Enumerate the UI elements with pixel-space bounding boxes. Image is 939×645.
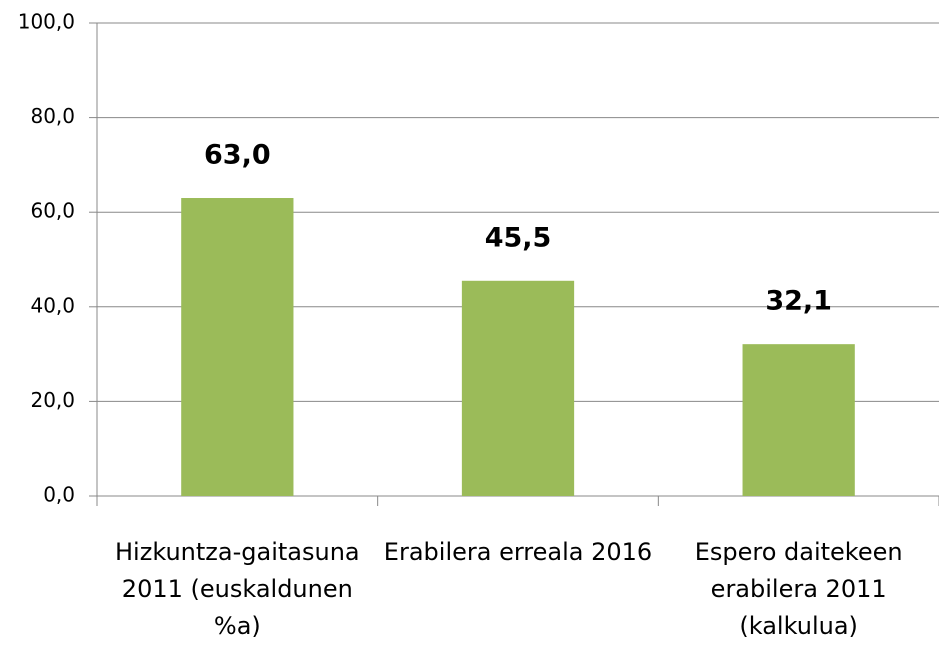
y-tick-label: 0,0	[43, 483, 75, 507]
y-tick-label: 60,0	[30, 199, 75, 223]
bar	[742, 344, 855, 496]
data-label: 63,0	[204, 140, 271, 171]
y-tick-label: 20,0	[30, 388, 75, 412]
x-tick-label: Hizkuntza-gaitasuna 2011 (euskaldunen %a…	[115, 538, 360, 640]
bar	[461, 280, 575, 496]
y-tick-label: 100,0	[18, 10, 75, 34]
y-tick-label: 80,0	[30, 104, 75, 128]
y-tick-label: 40,0	[30, 293, 75, 317]
x-tick-label: Espero daitekeen erabilera 2011 (kalkulu…	[694, 538, 903, 640]
data-label: 32,1	[765, 286, 832, 317]
data-label: 45,5	[485, 222, 552, 253]
x-tick-label: Erabilera erreala 2016	[383, 538, 653, 566]
bar	[181, 198, 294, 496]
